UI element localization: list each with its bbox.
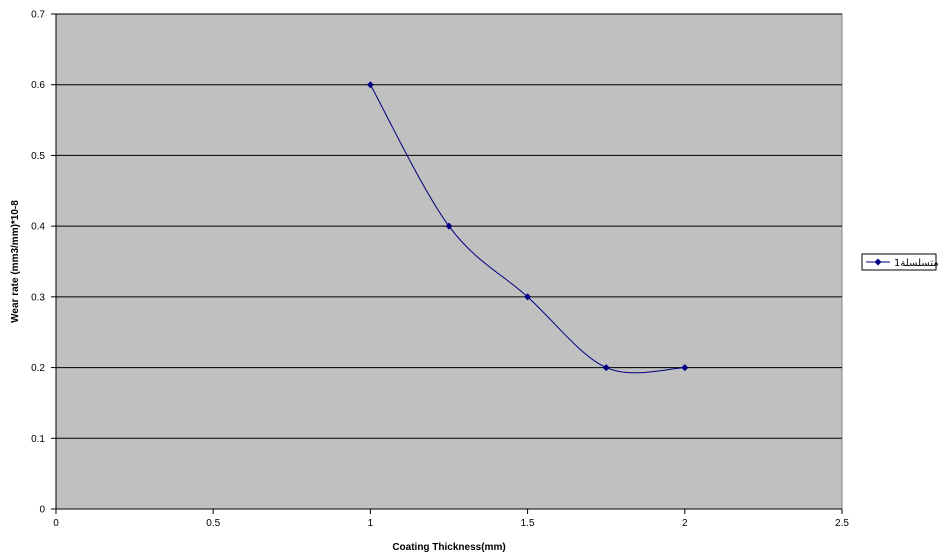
legend: متسلسلة1 — [861, 253, 939, 271]
y-tick-label: 0.4 — [31, 222, 45, 233]
x-tick-label: 1 — [368, 518, 374, 529]
legend-label: متسلسلة1 — [894, 258, 939, 269]
y-tick-label: 0.1 — [31, 434, 45, 445]
data-point-marker — [366, 81, 374, 89]
y-tick-label: 0.3 — [31, 292, 45, 303]
legend-box — [861, 253, 937, 271]
x-tick-label: 0.5 — [206, 518, 220, 529]
y-axis-title: Wear rate (mm3/mm)*10-8 — [10, 200, 21, 323]
y-tick-label: 0.6 — [31, 80, 45, 91]
y-tick-label: 0 — [39, 505, 45, 516]
gridlines — [56, 13, 842, 439]
plot-area — [55, 13, 843, 510]
x-tick-labels: 0 0.5 1 1.5 2 2.5 — [53, 509, 849, 529]
data-point-marker — [445, 222, 453, 230]
series-line — [369, 84, 685, 374]
legend-marker — [874, 258, 882, 266]
data-point-marker — [681, 364, 689, 372]
series-group — [366, 81, 689, 374]
data-point-marker — [524, 293, 532, 301]
x-tick-label: 2.5 — [835, 518, 849, 529]
y-tick-label: 0.2 — [31, 363, 45, 374]
y-tick-labels: 0 0.1 0.2 0.3 0.4 0.5 0.6 0.7 — [31, 10, 56, 516]
data-point-marker — [602, 364, 610, 372]
y-tick-label: 0.7 — [31, 10, 45, 21]
x-tick-label: 0 — [53, 518, 59, 529]
x-axis-title: Coating Thickness(mm) — [392, 542, 505, 553]
y-tick-label: 0.5 — [31, 151, 45, 162]
axes — [55, 14, 842, 510]
x-tick-label: 2 — [682, 518, 688, 529]
x-tick-label: 1.5 — [521, 518, 535, 529]
